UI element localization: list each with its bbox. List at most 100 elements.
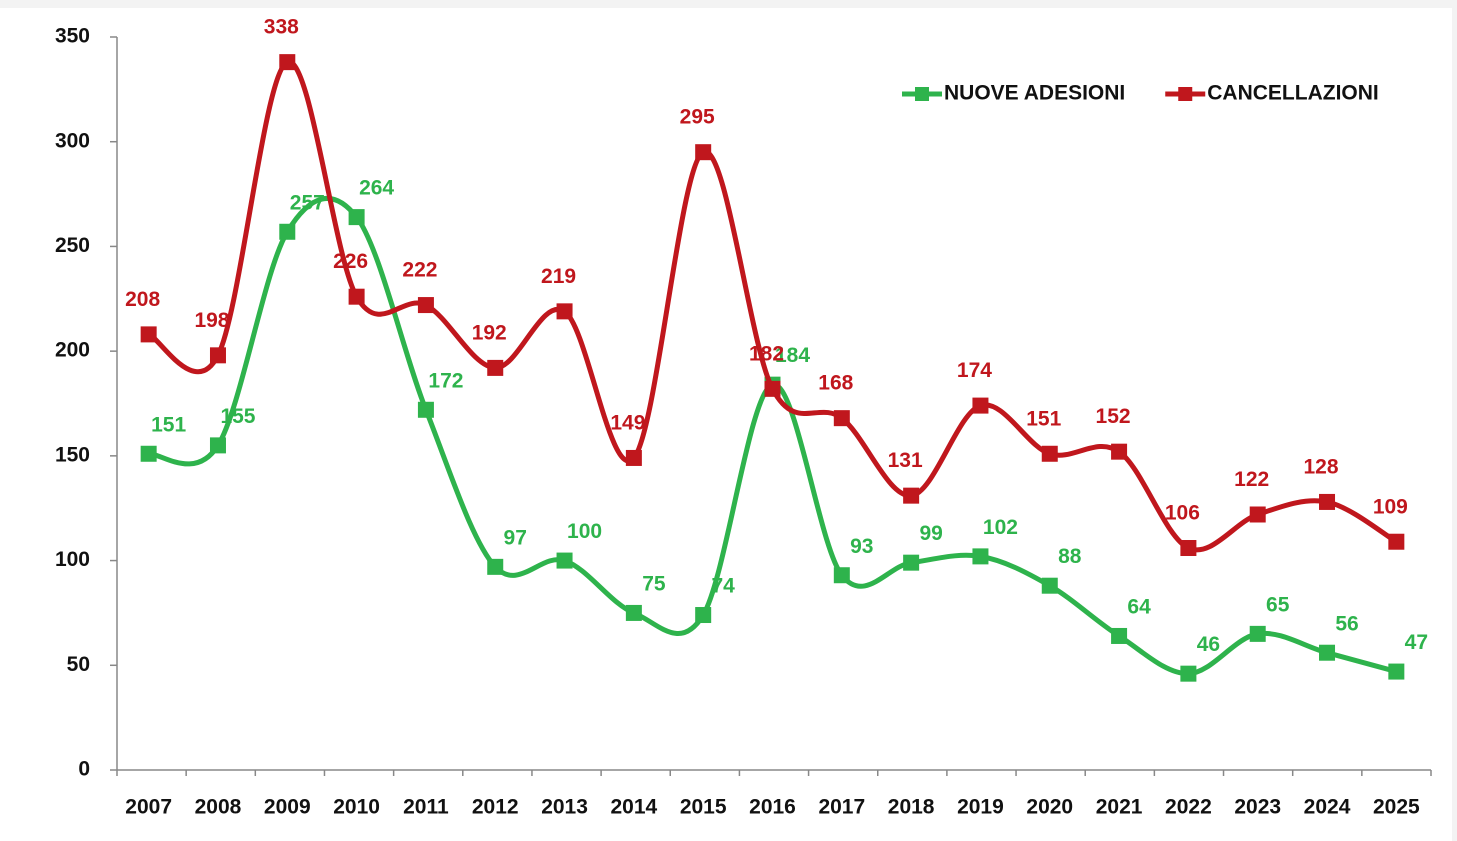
marker	[1249, 625, 1266, 642]
marker	[140, 445, 157, 462]
data-label: 295	[680, 106, 715, 129]
marker	[833, 567, 850, 584]
marker	[903, 554, 920, 571]
data-label: 109	[1373, 495, 1408, 518]
data-label: 219	[541, 265, 576, 288]
marker	[348, 209, 365, 226]
data-label: 131	[888, 449, 923, 472]
data-label: 149	[610, 411, 645, 434]
x-tick-label: 2010	[333, 796, 380, 819]
data-label: 172	[428, 369, 463, 392]
marker	[556, 303, 573, 320]
x-tick-label: 2013	[541, 796, 588, 819]
y-tick-label: 300	[55, 129, 90, 152]
data-label: 155	[220, 405, 255, 428]
marker	[1041, 445, 1058, 462]
x-tick-label: 2012	[472, 796, 519, 819]
marker	[972, 397, 989, 414]
legend-label: NUOVE ADESIONI	[944, 82, 1125, 105]
marker	[1180, 540, 1197, 557]
marker	[209, 437, 226, 454]
marker	[1319, 493, 1336, 510]
data-label: 151	[1026, 407, 1061, 430]
y-tick-label: 150	[55, 443, 90, 466]
marker	[764, 380, 781, 397]
legend-label: CANCELLAZIONI	[1207, 82, 1379, 105]
legend-marker	[1178, 87, 1193, 101]
marker	[625, 449, 642, 466]
y-tick-label: 350	[55, 25, 90, 48]
data-label: 152	[1096, 405, 1131, 428]
x-tick-label: 2019	[957, 796, 1004, 819]
marker	[209, 347, 226, 364]
x-tick-label: 2014	[611, 796, 658, 819]
data-label: 97	[504, 526, 527, 549]
x-tick-label: 2011	[403, 796, 449, 819]
x-tick-label: 2022	[1165, 796, 1212, 819]
marker	[417, 297, 434, 314]
marker	[833, 410, 850, 427]
x-tick-label: 2008	[195, 796, 242, 819]
marker	[1041, 577, 1058, 594]
data-label: 182	[749, 342, 784, 365]
data-label: 151	[151, 413, 186, 436]
data-label: 208	[125, 288, 160, 311]
marker	[695, 607, 712, 624]
marker	[279, 223, 296, 240]
marker	[1319, 644, 1336, 661]
y-tick-label: 50	[67, 653, 90, 676]
x-tick-label: 2016	[749, 796, 796, 819]
data-label: 192	[472, 321, 507, 344]
marker	[487, 558, 504, 575]
x-tick-label: 2009	[264, 796, 311, 819]
marker	[1111, 443, 1128, 460]
data-label: 257	[290, 191, 325, 214]
marker	[140, 326, 157, 343]
data-label: 75	[642, 572, 666, 595]
marker	[1388, 663, 1405, 680]
marker	[1111, 627, 1128, 644]
x-tick-label: 2020	[1026, 796, 1073, 819]
x-tick-label: 2021	[1096, 796, 1143, 819]
marker	[417, 401, 434, 418]
y-tick-label: 0	[78, 758, 90, 781]
data-label: 102	[983, 516, 1018, 539]
marker	[279, 54, 296, 71]
marker	[487, 359, 504, 376]
x-tick-label: 2018	[888, 796, 935, 819]
data-label: 338	[264, 16, 299, 39]
marker	[348, 288, 365, 305]
series-line	[148, 196, 1397, 677]
data-label: 65	[1266, 593, 1290, 616]
y-tick-label: 100	[55, 548, 90, 571]
data-label: 56	[1335, 612, 1358, 635]
data-label: 184	[775, 344, 810, 367]
marker	[695, 144, 712, 161]
data-label: 226	[333, 250, 368, 273]
y-tick-label: 250	[55, 234, 90, 257]
x-tick-label: 2023	[1234, 796, 1281, 819]
data-label: 64	[1127, 596, 1151, 619]
data-label: 88	[1058, 545, 1082, 568]
data-label: 99	[919, 522, 942, 545]
marker	[903, 487, 920, 504]
y-tick-label: 200	[55, 339, 90, 362]
x-tick-label: 2024	[1304, 796, 1351, 819]
x-tick-label: 2015	[680, 796, 727, 819]
data-label: 100	[567, 520, 602, 543]
data-label: 106	[1165, 502, 1200, 525]
data-label: 174	[957, 359, 992, 382]
data-label: 122	[1234, 468, 1269, 491]
data-label: 128	[1304, 455, 1339, 478]
x-tick-label: 2007	[125, 796, 172, 819]
chart-background	[0, 8, 1452, 841]
data-label: 198	[194, 309, 229, 332]
data-label: 93	[850, 535, 873, 558]
data-label: 264	[359, 177, 394, 200]
marker	[1249, 506, 1266, 523]
marker	[972, 548, 989, 565]
data-label: 222	[402, 259, 437, 282]
marker	[556, 552, 573, 569]
legend-marker	[915, 87, 929, 101]
